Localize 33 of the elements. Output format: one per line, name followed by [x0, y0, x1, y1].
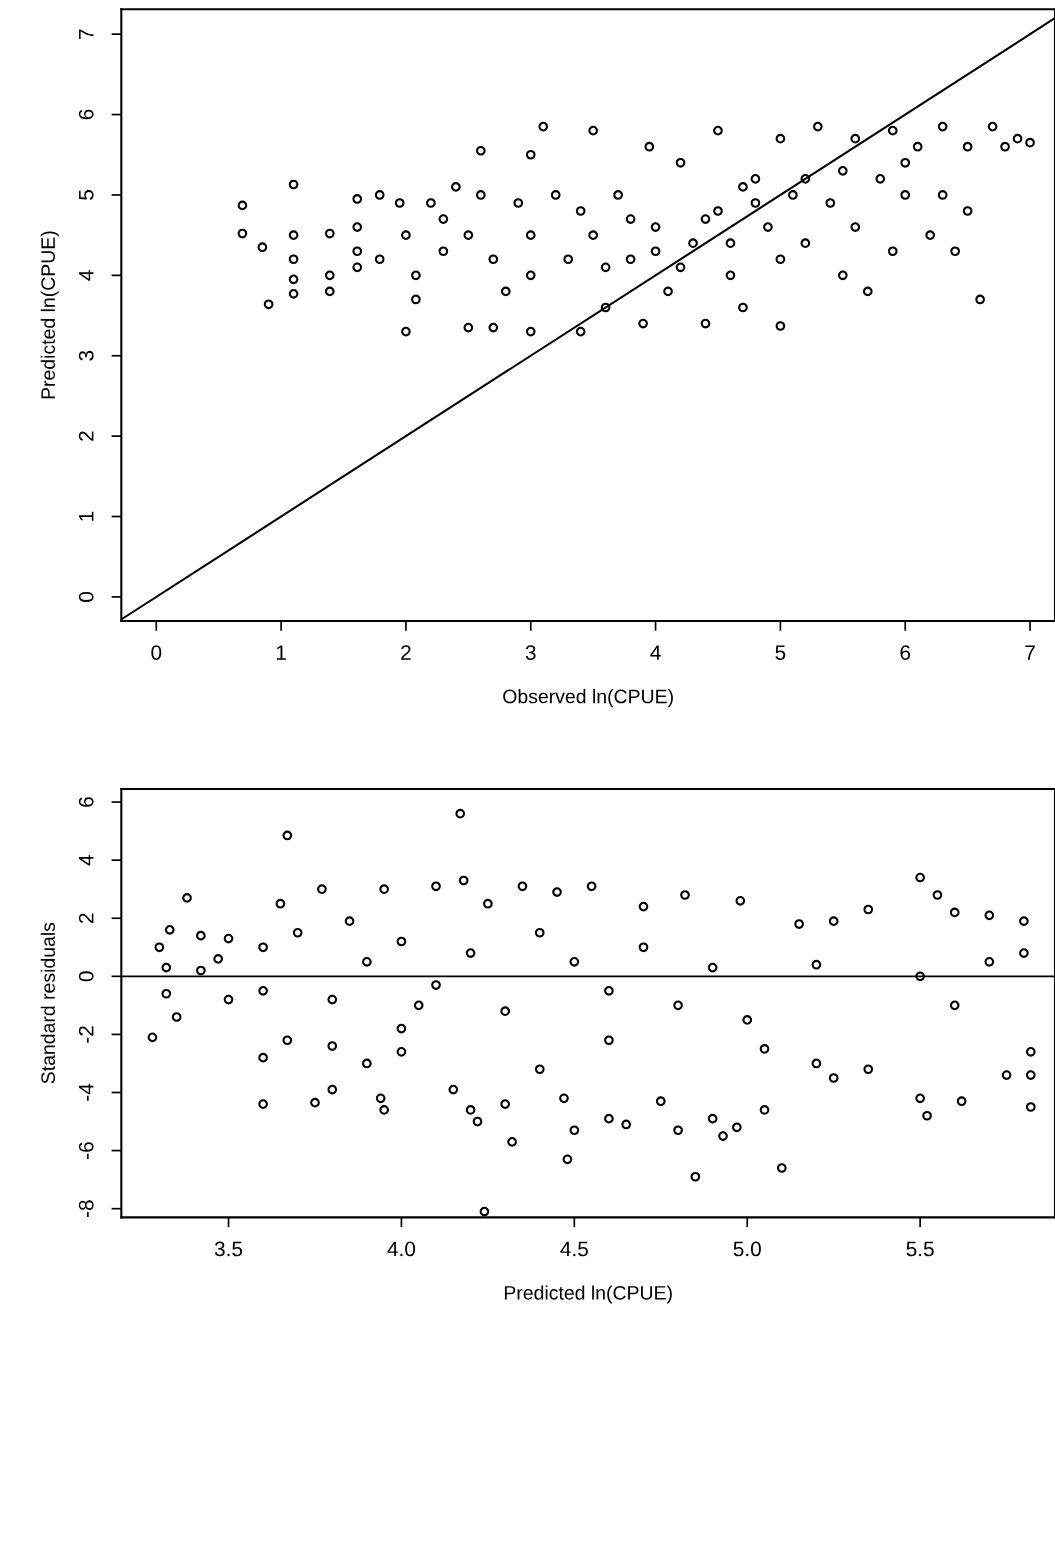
x-tick-label: 4.0: [387, 1241, 416, 1257]
x-tick-label: 4: [650, 645, 661, 660]
x-tick-label: 0: [151, 645, 162, 660]
y-tick-label: 0: [78, 591, 94, 602]
x-tick-label: 3.5: [214, 1241, 243, 1257]
x-tick-label: 5.0: [733, 1241, 761, 1257]
y-tick-label: 1: [79, 511, 94, 521]
x-axis-title: Predicted ln(CPUE): [504, 1285, 672, 1304]
y-tick-label: -4: [79, 1083, 94, 1101]
x-tick-label: 5: [775, 645, 786, 660]
y-tick-label: -8: [78, 1200, 94, 1218]
y-axis-title: Predicted ln(CPUE): [40, 231, 59, 399]
x-tick-label: 7: [1025, 645, 1035, 660]
y-tick-label: 6: [78, 109, 94, 120]
y-axis-title: Standard residuals: [40, 922, 56, 1084]
y-tick-label: 6: [78, 797, 94, 807]
y-tick-label: 0: [78, 971, 94, 982]
y-tick-label: 5: [79, 190, 94, 200]
y-tick-label: -2: [78, 1026, 94, 1043]
x-tick-label: 1: [276, 645, 286, 660]
x-tick-label: 3: [525, 645, 536, 660]
y-tick-label: -6: [78, 1142, 94, 1159]
x-tick-label: 5.5: [906, 1241, 934, 1257]
x-tick-label: 4.5: [560, 1241, 588, 1257]
y-tick-label: 2: [78, 431, 94, 441]
x-tick-label: 2: [401, 645, 411, 660]
x-tick-label: 6: [900, 645, 911, 660]
x-axis-title: Observed ln(CPUE): [503, 689, 673, 708]
y-tick-label: 3: [78, 350, 94, 361]
y-tick-label: 2: [78, 913, 94, 923]
y-tick-label: 4: [79, 270, 94, 281]
y-tick-label: 7: [79, 29, 94, 39]
y-tick-label: 4: [79, 854, 94, 866]
